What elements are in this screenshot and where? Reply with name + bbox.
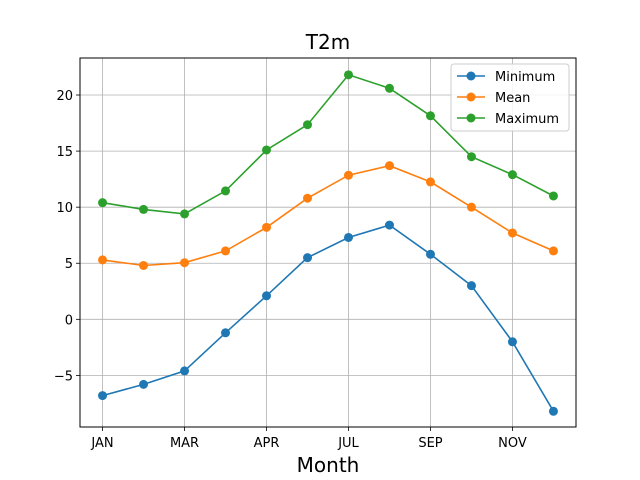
data-point-minimum bbox=[180, 366, 190, 376]
legend-marker-maximum bbox=[466, 113, 476, 123]
data-point-maximum bbox=[180, 209, 190, 219]
y-tick-label: 15 bbox=[56, 145, 73, 160]
series-line-minimum bbox=[102, 224, 555, 412]
data-point-minimum bbox=[425, 249, 435, 259]
data-point-maximum bbox=[425, 111, 435, 121]
data-point-maximum bbox=[262, 145, 272, 155]
data-point-maximum bbox=[221, 186, 231, 196]
data-point-mean bbox=[425, 177, 435, 187]
data-point-minimum bbox=[384, 220, 394, 230]
data-point-maximum bbox=[466, 152, 476, 162]
data-point-maximum bbox=[507, 170, 517, 180]
y-tick-label: 10 bbox=[56, 201, 73, 216]
data-point-maximum bbox=[384, 83, 394, 93]
data-point-mean bbox=[180, 258, 190, 268]
data-point-minimum bbox=[466, 281, 476, 291]
chart-title: T2m bbox=[305, 30, 350, 54]
series-line-mean bbox=[102, 164, 554, 267]
data-point-minimum bbox=[98, 391, 108, 401]
data-point-mean bbox=[466, 202, 476, 212]
legend-label-minimum: Minimum bbox=[495, 70, 555, 85]
y-tick-label: 0 bbox=[65, 313, 73, 328]
legend-marker-mean bbox=[466, 92, 476, 102]
legend: Minimum Mean Maximum bbox=[450, 63, 570, 132]
data-point-minimum bbox=[507, 337, 517, 347]
legend-label-maximum: Maximum bbox=[495, 112, 559, 127]
data-point-mean bbox=[303, 193, 313, 203]
data-point-mean bbox=[221, 246, 231, 256]
data-point-minimum bbox=[221, 328, 231, 338]
plot-frame bbox=[79, 57, 577, 428]
data-point-minimum bbox=[262, 291, 272, 301]
data-point-maximum bbox=[303, 120, 313, 130]
legend-marker-minimum bbox=[466, 71, 476, 81]
data-point-mean bbox=[139, 260, 149, 270]
series-line-maximum bbox=[102, 73, 554, 215]
data-point-maximum bbox=[343, 70, 353, 80]
data-point-mean bbox=[384, 161, 394, 171]
x-tick-label: NOV bbox=[498, 436, 527, 451]
data-point-mean bbox=[507, 228, 517, 238]
data-point-maximum bbox=[98, 198, 108, 208]
data-point-minimum bbox=[303, 253, 313, 263]
x-axis-label: Month bbox=[297, 453, 360, 477]
legend-label-mean: Mean bbox=[495, 91, 530, 106]
y-axis-ticks: −5 0 5 10 15 20 bbox=[54, 89, 80, 384]
data-point-mean bbox=[98, 255, 108, 265]
x-tick-label: JUL bbox=[337, 436, 359, 451]
data-point-minimum bbox=[139, 379, 149, 389]
x-tick-label: JAN bbox=[90, 436, 113, 451]
data-point-maximum bbox=[139, 204, 149, 214]
x-tick-label: SEP bbox=[418, 436, 442, 451]
data-point-mean bbox=[343, 170, 353, 180]
legend-box bbox=[450, 63, 570, 132]
y-tick-label: −5 bbox=[54, 369, 73, 384]
data-point-minimum bbox=[343, 232, 353, 242]
y-tick-label: 20 bbox=[56, 89, 73, 104]
x-tick-label: APR bbox=[254, 436, 280, 451]
data-point-maximum bbox=[548, 191, 558, 201]
series-group bbox=[98, 70, 558, 416]
data-point-mean bbox=[548, 246, 558, 256]
y-tick-label: 5 bbox=[65, 257, 73, 272]
data-point-minimum bbox=[548, 406, 558, 416]
x-axis-ticks: JAN MAR APR JUL SEP NOV bbox=[90, 427, 527, 451]
data-point-mean bbox=[262, 222, 272, 232]
x-tick-label: MAR bbox=[170, 436, 199, 451]
